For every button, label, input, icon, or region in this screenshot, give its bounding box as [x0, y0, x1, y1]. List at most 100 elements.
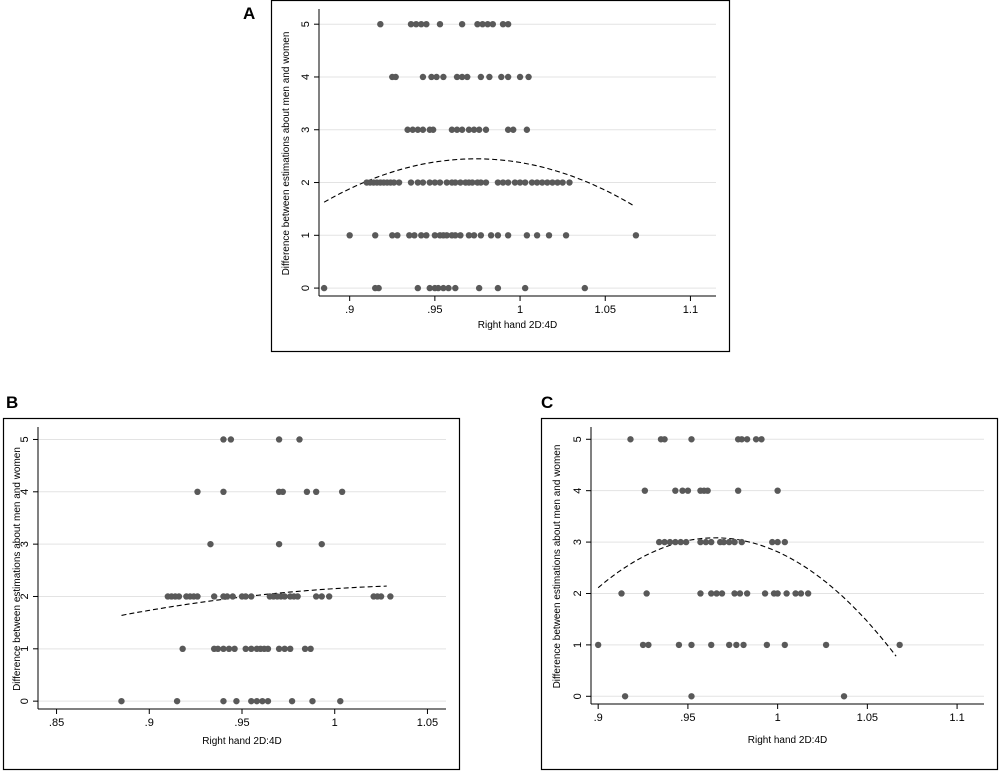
- data-point: [406, 232, 413, 239]
- data-point: [477, 73, 485, 81]
- data-point: [672, 538, 679, 546]
- data-point: [248, 645, 255, 653]
- data-point: [426, 284, 433, 292]
- data-point: [523, 126, 531, 133]
- data-point: [458, 126, 466, 133]
- data-point: [489, 20, 496, 28]
- y-tick-label: 3: [19, 541, 31, 547]
- data-point: [479, 20, 486, 28]
- scatter-chart-a: 0 1 2 3 4 5 .9 .95 1 1.05 1.1 Right hand 2D:4D Diffe…: [270, 0, 731, 353]
- data-point: [708, 538, 715, 546]
- data-point: [318, 593, 325, 600]
- data-point: [566, 179, 573, 186]
- x-tick-label: .9: [145, 717, 154, 729]
- data-point: [346, 232, 353, 239]
- y-tick-label: 1: [19, 646, 31, 652]
- data-point: [688, 436, 695, 443]
- data-point: [220, 697, 227, 705]
- data-point: [470, 232, 478, 239]
- x-tick-label: 1: [517, 304, 523, 316]
- data-point: [469, 179, 476, 186]
- data-point: [318, 540, 325, 548]
- data-point: [275, 436, 283, 443]
- data-point: [533, 179, 541, 186]
- data-point: [395, 179, 403, 186]
- data-point: [452, 284, 459, 292]
- data-point: [822, 641, 830, 649]
- data-point: [516, 73, 524, 81]
- data-point: [697, 590, 704, 597]
- x-tick-label: 1.1: [949, 712, 964, 724]
- y-tick-label: 4: [572, 488, 584, 494]
- fit-curve: [597, 537, 897, 657]
- data-point: [731, 590, 738, 597]
- data-point: [372, 232, 379, 239]
- data-point: [429, 126, 437, 133]
- data-point: [296, 436, 303, 443]
- data-point: [511, 179, 519, 186]
- data-point: [404, 126, 411, 133]
- data-point: [545, 232, 553, 239]
- data-point: [337, 697, 344, 705]
- y-tick-label: 0: [19, 698, 31, 704]
- data-point: [214, 645, 222, 653]
- data-point: [375, 284, 382, 292]
- data-point: [627, 436, 634, 443]
- data-point: [458, 20, 466, 28]
- data-point: [661, 436, 668, 443]
- y-tick-label: 4: [19, 489, 31, 495]
- data-point: [465, 126, 473, 133]
- x-axis-title: Right hand 2D:4D: [202, 736, 282, 747]
- data-point: [207, 540, 214, 548]
- data-point: [763, 641, 771, 649]
- data-point: [281, 645, 288, 653]
- data-point: [445, 284, 452, 292]
- y-tick-label: 0: [300, 285, 312, 291]
- data-point: [482, 179, 490, 186]
- x-tick-label: 1.05: [595, 304, 616, 316]
- data-point: [525, 73, 532, 81]
- data-point: [390, 179, 398, 186]
- data-point: [227, 436, 235, 443]
- data-point: [412, 20, 420, 28]
- data-point: [428, 73, 435, 81]
- data-point: [248, 593, 255, 600]
- data-point: [761, 590, 769, 597]
- data-point: [435, 284, 442, 292]
- data-point: [264, 697, 272, 705]
- data-point: [632, 232, 640, 239]
- data-point: [325, 593, 333, 600]
- data-point: [264, 645, 272, 653]
- y-tick-label: 1: [572, 642, 584, 648]
- data-point: [752, 436, 760, 443]
- data-point: [231, 645, 238, 653]
- data-point: [448, 126, 456, 133]
- data-point: [294, 593, 301, 600]
- y-tick-label: 3: [300, 127, 312, 133]
- data-point: [713, 590, 720, 597]
- data-point: [679, 487, 686, 494]
- data-point: [242, 593, 249, 600]
- data-point: [504, 73, 512, 81]
- data-point: [443, 179, 450, 186]
- data-point: [259, 697, 266, 705]
- data-point: [194, 593, 201, 600]
- scatter-chart-b: 0 1 2 3 4 5 .85 .9 .95 1 1.05 Right hand 2D:4D Diffe…: [2, 417, 461, 771]
- data-point: [781, 641, 789, 649]
- data-point: [792, 590, 799, 597]
- data-point: [426, 179, 433, 186]
- data-point: [253, 697, 261, 705]
- data-point: [436, 179, 444, 186]
- data-point: [504, 20, 512, 28]
- data-point: [175, 593, 183, 600]
- data-point: [320, 284, 328, 292]
- scatter-chart-c: 0 1 2 3 4 5 .9 .95 1 1.05 1.1 Right hand 2D:4D Diffe…: [540, 417, 999, 771]
- data-point: [279, 488, 286, 496]
- outer-border-a: [270, 0, 731, 353]
- data-point: [774, 538, 781, 546]
- data-point: [242, 645, 249, 653]
- x-tick-label: 1: [775, 712, 781, 724]
- data-point: [769, 538, 776, 546]
- data-point: [675, 641, 683, 649]
- data-point: [475, 126, 483, 133]
